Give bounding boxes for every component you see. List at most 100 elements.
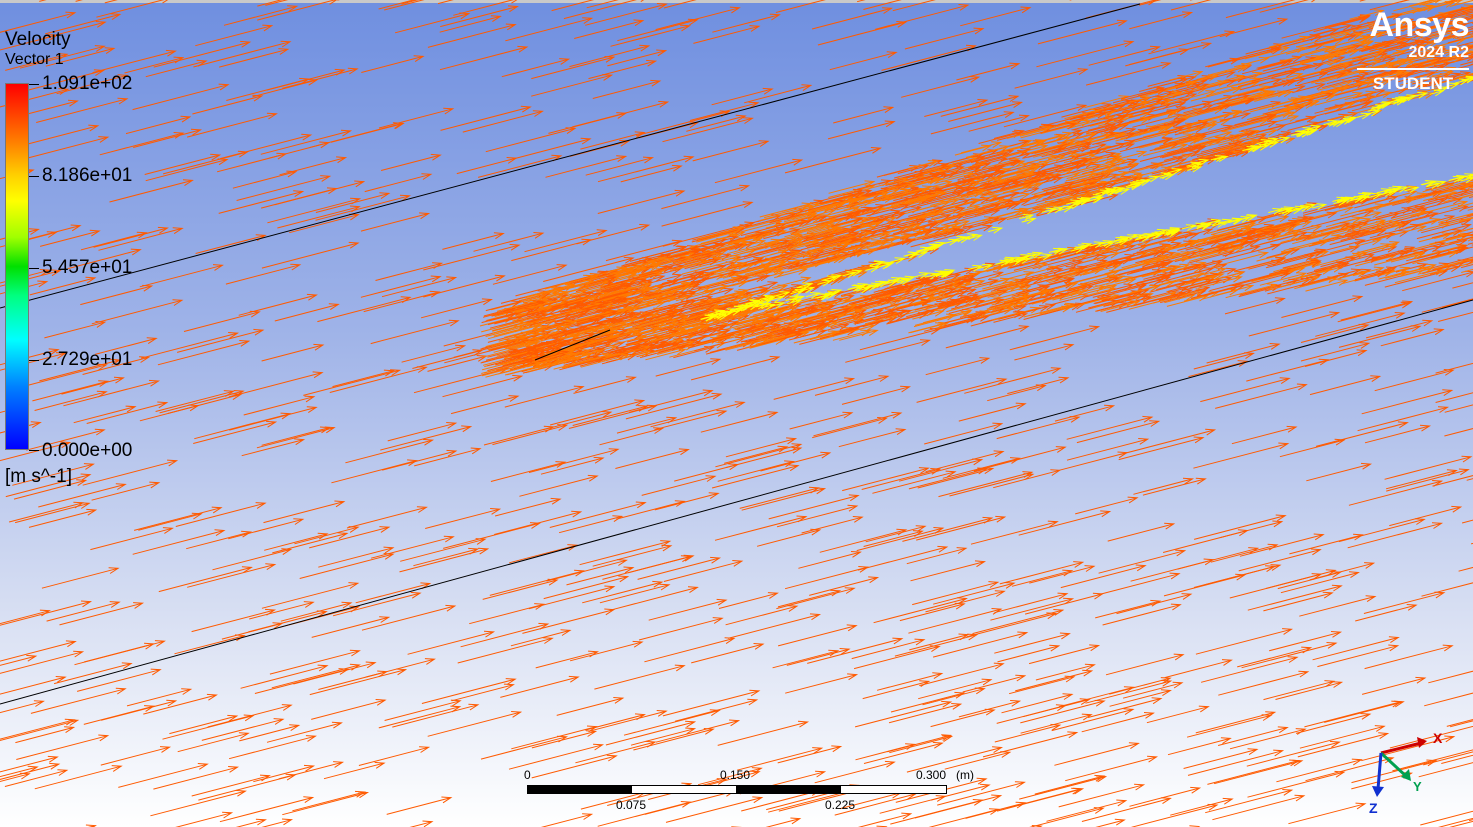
velocity-arrow <box>262 344 323 361</box>
velocity-arrow <box>428 356 487 372</box>
velocity-arrow <box>769 495 859 519</box>
velocity-arrow <box>511 630 570 646</box>
velocity-arrow <box>1365 645 1453 669</box>
legend-title: Velocity <box>5 30 70 50</box>
velocity-arrow <box>842 386 910 404</box>
velocity-arrow <box>557 698 623 716</box>
velocity-arrow <box>863 681 929 699</box>
velocity-arrow <box>262 242 358 268</box>
velocity-arrow <box>909 634 968 650</box>
velocity-arrow <box>160 391 244 413</box>
velocity-arrow <box>192 95 262 114</box>
velocity-arrow <box>1248 771 1345 797</box>
velocity-arrow <box>572 101 667 127</box>
velocity-arrow <box>84 706 154 725</box>
velocity-arrow <box>600 584 669 603</box>
velocity-arrow <box>1129 12 1191 29</box>
velocity-arrow <box>728 614 820 639</box>
velocity-arrow <box>457 158 516 174</box>
velocity-arrow <box>443 375 522 396</box>
velocity-arrow <box>380 426 470 450</box>
velocity-arrow <box>1310 376 1380 395</box>
velocity-arrow <box>1220 521 1282 538</box>
velocity-arrow <box>785 674 856 693</box>
velocity-arrow <box>244 396 314 415</box>
velocity-arrow <box>1389 506 1460 525</box>
velocity-arrow <box>593 545 671 566</box>
velocity-arrow <box>959 701 1020 717</box>
velocity-arrow <box>438 0 496 4</box>
velocity-arrow <box>911 561 985 581</box>
velocity-arrow <box>141 333 237 359</box>
velocity-arrow <box>522 609 613 633</box>
velocity-arrow <box>638 557 720 579</box>
x-axis-label: X <box>1433 730 1443 746</box>
velocity-arrow <box>1149 31 1234 54</box>
velocity-arrow <box>1312 252 1367 267</box>
axis-triad[interactable]: X Y Z <box>1365 727 1455 819</box>
velocity-arrow <box>656 7 740 30</box>
velocity-arrow <box>1445 394 1473 412</box>
velocity-arrow <box>872 471 955 493</box>
velocity-arrow <box>1207 344 1280 364</box>
legend-units: [m s^-1] <box>5 466 72 488</box>
velocity-arrow <box>312 617 389 638</box>
velocity-arrow <box>292 791 364 810</box>
velocity-arrow <box>776 588 854 609</box>
velocity-arrow <box>990 598 1072 620</box>
velocity-arrow <box>1038 20 1126 44</box>
velocity-arrow <box>93 50 176 72</box>
scale-label-max: 0.300 <box>916 768 946 782</box>
velocity-arrow <box>1301 324 1368 342</box>
velocity-arrow <box>1170 798 1232 815</box>
velocity-arrow <box>90 528 172 550</box>
velocity-arrow <box>778 590 840 607</box>
velocity-arrow <box>559 516 622 533</box>
velocity-arrow <box>310 669 406 695</box>
velocity-arrow <box>933 632 1027 657</box>
velocity-arrow <box>617 417 676 433</box>
velocity-arrow <box>249 602 313 619</box>
velocity-arrow <box>422 679 515 704</box>
velocity-arrow <box>580 132 644 149</box>
velocity-arrow <box>187 113 276 137</box>
velocity-arrow <box>716 818 800 827</box>
velocity-arrow <box>785 567 868 589</box>
velocity-arrow <box>757 529 820 546</box>
velocity-arrow <box>664 0 756 8</box>
velocity-arrow <box>1341 301 1412 320</box>
velocity-arrow <box>509 545 577 563</box>
velocity-arrow <box>253 765 313 781</box>
velocity-arrow <box>712 88 773 104</box>
scale-segment <box>631 785 737 794</box>
velocity-arrow <box>193 41 290 67</box>
velocity-arrow <box>92 300 182 324</box>
velocity-arrow <box>74 406 135 423</box>
velocity-arrow <box>365 174 431 192</box>
velocity-arrow <box>1290 91 1337 104</box>
velocity-arrow <box>589 711 666 732</box>
velocity-arrow <box>1019 511 1110 535</box>
velocity-arrow <box>44 322 104 338</box>
velocity-arrow <box>1349 481 1442 506</box>
velocity-arrow <box>616 501 684 519</box>
velocity-arrow <box>664 561 742 582</box>
scale-bar: 0 0.150 0.300 (m) 0.075 0.225 <box>520 766 960 816</box>
velocity-arrow <box>550 502 645 528</box>
velocity-arrow <box>0 766 37 784</box>
velocity-arrow <box>899 459 982 481</box>
velocity-arrow <box>956 63 1019 80</box>
velocity-arrow <box>125 57 183 73</box>
legend-tick-label: 0.000e+00 <box>42 441 132 461</box>
velocity-arrow <box>40 230 99 246</box>
velocity-arrow <box>1015 69 1088 89</box>
velocity-arrow <box>1082 713 1154 732</box>
velocity-arrow <box>458 638 553 663</box>
velocity-arrow <box>413 548 477 565</box>
velocity-arrow <box>778 625 856 646</box>
velocity-arrow <box>176 503 265 527</box>
velocity-arrow <box>777 505 857 527</box>
velocity-arrow <box>651 402 745 427</box>
velocity-arrow <box>423 275 504 297</box>
